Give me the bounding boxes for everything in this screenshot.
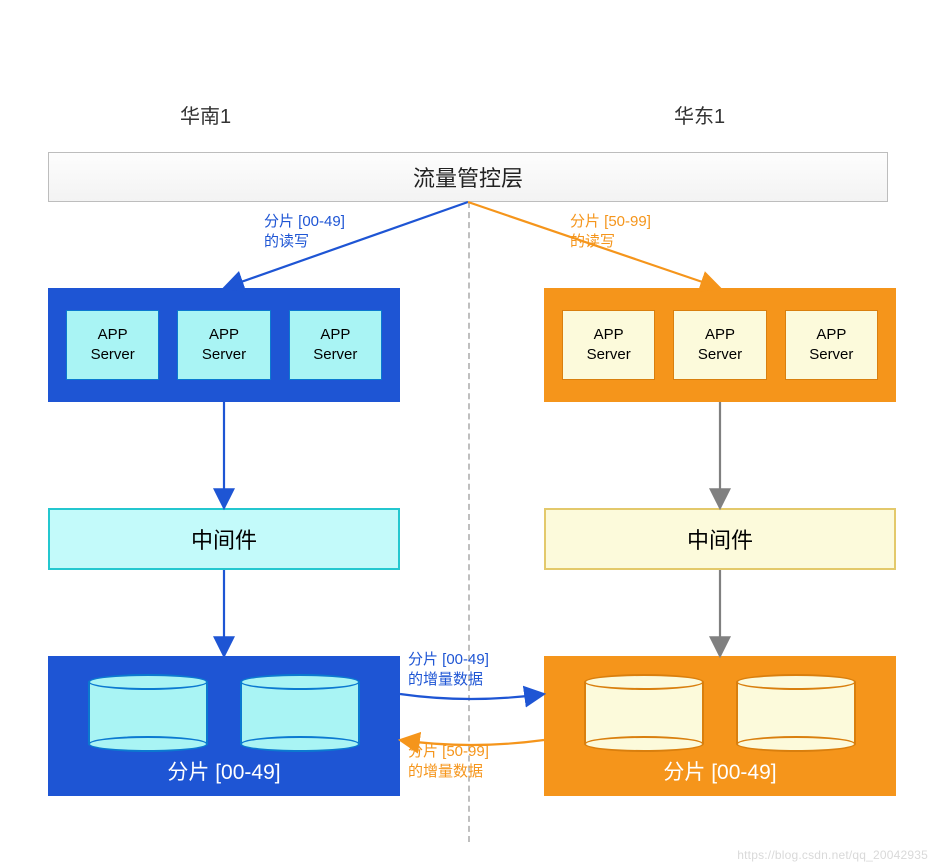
app-server-box: APPServer [785,310,878,380]
database-cylinder-icon [584,674,704,752]
edge-label-sync-top: 分片 [00-49] 的增量数据 [408,650,489,689]
middleware-right-label: 中间件 [687,523,753,555]
db-cluster-right: 分片 [00-49] [544,656,896,796]
app-server-line2: Server [91,345,135,365]
app-server-line2: Server [809,345,853,365]
app-server-line2: Server [202,345,246,365]
app-server-line1: APP [816,325,846,345]
app-server-box: APPServer [177,310,270,380]
app-server-box: APPServer [562,310,655,380]
app-server-line2: Server [313,345,357,365]
app-server-box: APPServer [673,310,766,380]
database-cylinder-icon [88,674,208,752]
app-server-line1: APP [320,325,350,345]
app-cluster-left: APPServerAPPServerAPPServer [48,288,400,402]
db-right-label: 分片 [00-49] [544,756,896,786]
db-cluster-left: 分片 [00-49] [48,656,400,796]
app-server-line1: APP [594,325,624,345]
app-server-line1: APP [705,325,735,345]
edge-label-right-rw: 分片 [50-99] 的读写 [570,212,651,251]
app-server-box: APPServer [289,310,382,380]
traffic-control-layer: 流量管控层 [48,152,888,202]
middleware-right: 中间件 [544,508,896,570]
region-right-label: 华东1 [674,100,725,129]
app-server-line1: APP [98,325,128,345]
app-server-line1: APP [209,325,239,345]
db-left-label: 分片 [00-49] [48,756,400,786]
app-cluster-right: APPServerAPPServerAPPServer [544,288,896,402]
edge-label-sync-bot: 分片 [50-99] 的增量数据 [408,742,489,781]
app-server-line2: Server [587,345,631,365]
diagram-canvas: 华南1 华东1 流量管控层 APPServerAPPServerAPPServe… [0,0,942,868]
app-server-box: APPServer [66,310,159,380]
database-cylinder-icon [736,674,856,752]
region-left-label: 华南1 [180,100,231,129]
app-server-line2: Server [698,345,742,365]
middleware-left-label: 中间件 [191,523,257,555]
watermark: https://blog.csdn.net/qq_20042935 [737,848,928,862]
middleware-left: 中间件 [48,508,400,570]
edge-label-left-rw: 分片 [00-49] 的读写 [264,212,345,251]
traffic-control-label: 流量管控层 [413,161,523,193]
database-cylinder-icon [240,674,360,752]
